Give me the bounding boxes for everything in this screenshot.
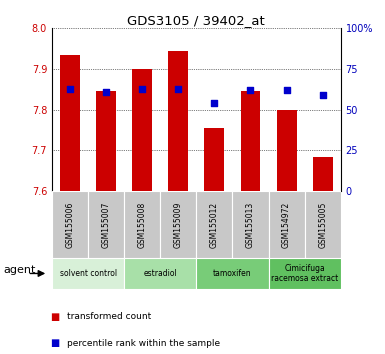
Point: [67, 86, 73, 91]
Text: GSM155007: GSM155007: [102, 201, 110, 248]
Text: Cimicifuga
racemosa extract: Cimicifuga racemosa extract: [271, 264, 338, 283]
Text: GSM155009: GSM155009: [174, 201, 183, 248]
Point: [103, 89, 109, 95]
Bar: [241, 91, 260, 191]
Bar: [196, 258, 269, 289]
Bar: [168, 51, 188, 191]
Text: transformed count: transformed count: [67, 312, 152, 321]
Bar: [305, 191, 341, 258]
Text: estradiol: estradiol: [143, 269, 177, 278]
Bar: [160, 191, 196, 258]
Bar: [277, 110, 296, 191]
Point: [283, 87, 290, 93]
Bar: [196, 191, 233, 258]
Point: [139, 86, 145, 91]
Text: GSM155008: GSM155008: [138, 202, 147, 248]
Text: percentile rank within the sample: percentile rank within the sample: [67, 339, 221, 348]
Text: GSM155012: GSM155012: [210, 202, 219, 248]
Bar: [124, 258, 196, 289]
Bar: [313, 156, 333, 191]
Bar: [233, 191, 269, 258]
Point: [248, 87, 254, 93]
Bar: [88, 191, 124, 258]
Bar: [52, 191, 88, 258]
Bar: [96, 91, 116, 191]
Text: GSM155006: GSM155006: [65, 201, 75, 248]
Point: [211, 101, 218, 106]
Text: ■: ■: [50, 338, 59, 348]
Bar: [124, 191, 160, 258]
Bar: [60, 55, 80, 191]
Text: GSM155013: GSM155013: [246, 202, 255, 248]
Text: GSM154972: GSM154972: [282, 202, 291, 248]
Bar: [132, 69, 152, 191]
Bar: [52, 258, 124, 289]
Text: tamoxifen: tamoxifen: [213, 269, 252, 278]
Text: ■: ■: [50, 312, 59, 322]
Text: agent: agent: [4, 265, 36, 275]
Point: [175, 86, 181, 91]
Point: [320, 92, 326, 98]
Bar: [204, 128, 224, 191]
Bar: [269, 258, 341, 289]
Text: GSM155005: GSM155005: [318, 201, 327, 248]
Title: GDS3105 / 39402_at: GDS3105 / 39402_at: [127, 14, 265, 27]
Bar: [269, 191, 305, 258]
Text: solvent control: solvent control: [60, 269, 117, 278]
